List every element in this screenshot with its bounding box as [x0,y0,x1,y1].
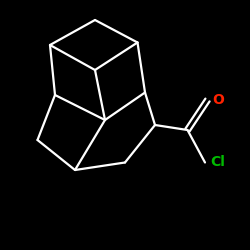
Text: Cl: Cl [210,156,225,170]
Text: O: O [212,93,224,107]
